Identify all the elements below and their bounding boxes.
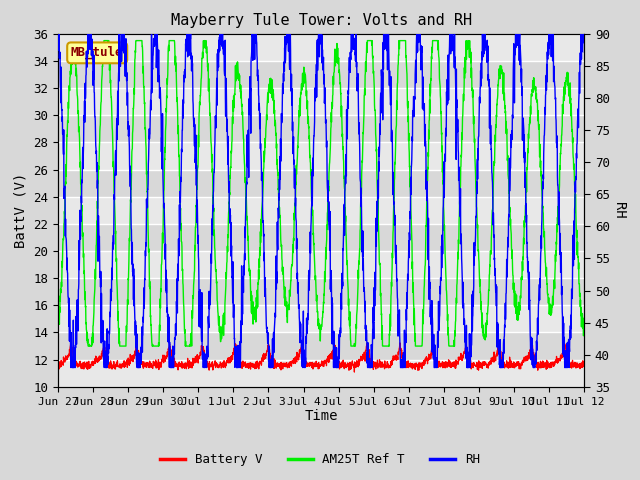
Text: MB_tule: MB_tule bbox=[71, 46, 124, 60]
Bar bbox=[58, 88, 584, 115]
Bar bbox=[58, 197, 584, 224]
Legend: Battery V, AM25T Ref T, RH: Battery V, AM25T Ref T, RH bbox=[155, 448, 485, 471]
Y-axis label: RH: RH bbox=[612, 202, 627, 219]
X-axis label: Time: Time bbox=[305, 409, 338, 423]
Title: Mayberry Tule Tower: Volts and RH: Mayberry Tule Tower: Volts and RH bbox=[170, 13, 472, 28]
Bar bbox=[58, 251, 584, 278]
Bar bbox=[58, 360, 584, 387]
Y-axis label: BattV (V): BattV (V) bbox=[13, 173, 28, 248]
Bar bbox=[58, 34, 584, 61]
Bar bbox=[58, 143, 584, 169]
Bar bbox=[58, 305, 584, 333]
